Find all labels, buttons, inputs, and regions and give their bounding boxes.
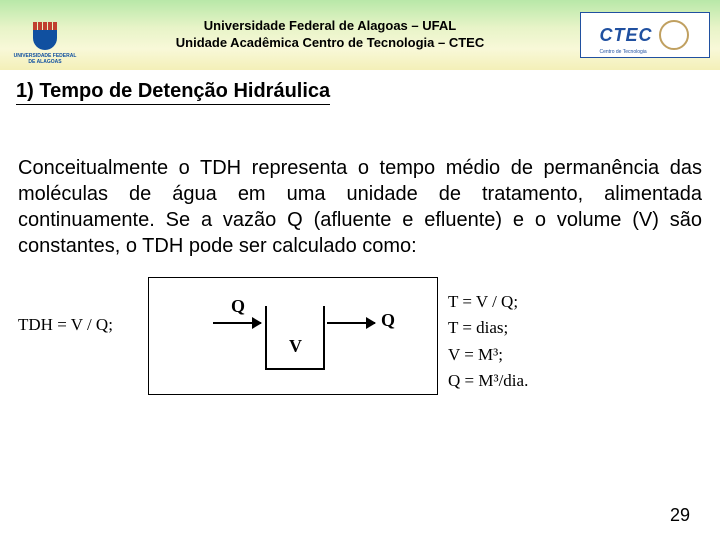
paragraph: Conceitualmente o TDH representa o tempo… [0, 105, 720, 259]
section-title-wrap: 1) Tempo de Detenção Hidráulica [0, 70, 720, 105]
formula-tdh: TDH = V / Q; [18, 315, 113, 334]
ctec-logo-text: CTEC [600, 25, 653, 46]
section-title: 1) Tempo de Detenção Hidráulica [16, 80, 330, 105]
header-line2: Unidade Acadêmica Centro de Tecnologia –… [90, 35, 570, 52]
header-title: Universidade Federal de Alagoas – UFAL U… [80, 18, 580, 52]
v-label: V [289, 336, 302, 357]
ufal-crest-icon [27, 22, 63, 52]
formula-r3: V = M³; [448, 342, 578, 368]
formula-r2: T = dias; [448, 315, 578, 341]
q-in-label: Q [231, 296, 245, 317]
page-number: 29 [670, 505, 690, 526]
tank-diagram: Q V Q [148, 277, 438, 395]
ufal-logo-text2: DE ALAGOAS [28, 60, 61, 66]
formula-r1: T = V / Q; [448, 289, 578, 315]
slide-header: UNIVERSIDADE FEDERAL DE ALAGOAS Universi… [0, 0, 720, 70]
header-line1: Universidade Federal de Alagoas – UFAL [90, 18, 570, 35]
formula-r4: Q = M³/dia. [448, 368, 578, 394]
q-out-label: Q [381, 310, 395, 331]
formula-right: T = V / Q; T = dias; V = M³; Q = M³/dia. [448, 277, 578, 394]
ctec-logo: CTEC Centro de Tecnologia [580, 12, 710, 58]
formula-left: TDH = V / Q; [18, 277, 138, 335]
arrow-out-icon [327, 322, 375, 324]
figure-row: TDH = V / Q; Q V Q T = V / Q; T = dias; … [0, 259, 720, 395]
arrow-in-icon [213, 322, 261, 324]
ctec-logo-sub: Centro de Tecnologia [600, 49, 647, 55]
ctec-globe-icon [657, 18, 691, 52]
ufal-logo: UNIVERSIDADE FEDERAL DE ALAGOAS [10, 5, 80, 65]
